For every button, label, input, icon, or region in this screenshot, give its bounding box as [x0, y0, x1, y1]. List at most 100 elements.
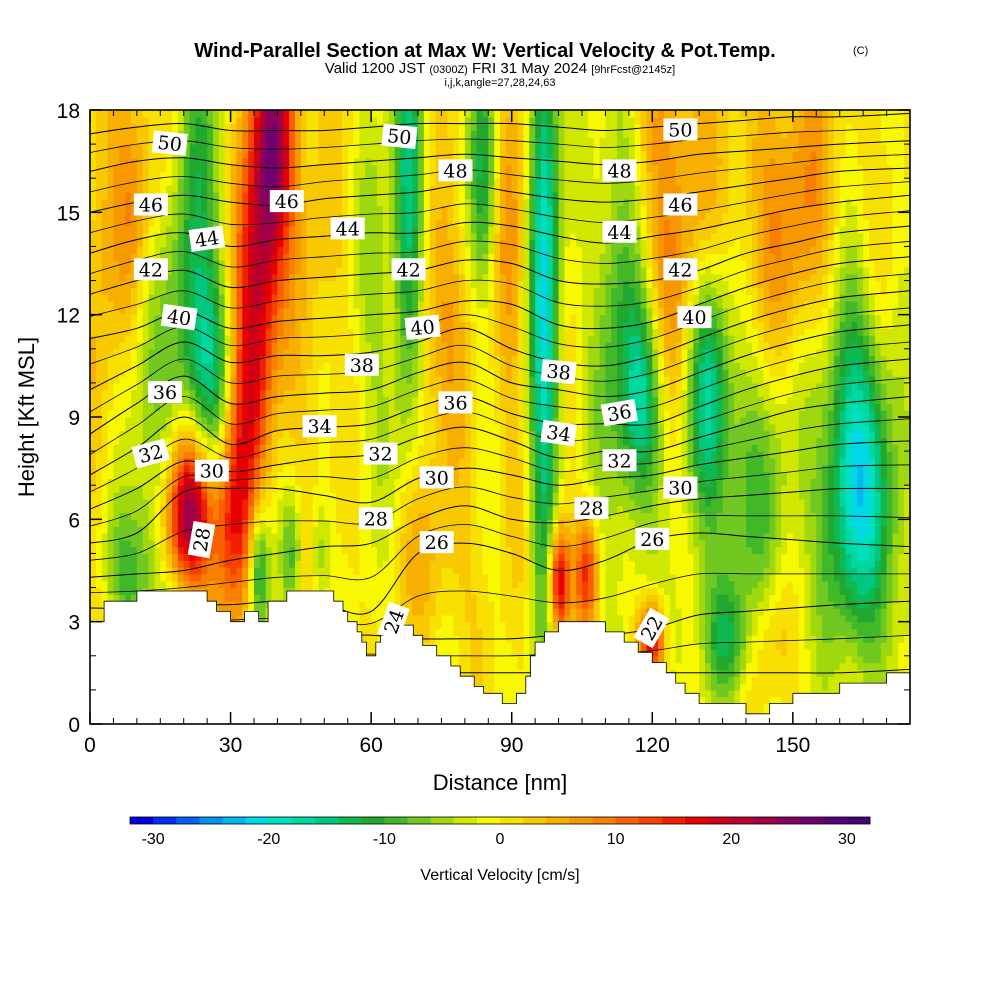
w-cell [804, 532, 812, 541]
w-cell [271, 560, 279, 568]
w-cell [517, 594, 525, 602]
w-cell [254, 505, 261, 514]
w-cell [880, 519, 888, 527]
w-cell [300, 546, 308, 555]
w-cell [693, 642, 700, 650]
w-cell [324, 580, 331, 589]
w-cell [453, 485, 460, 493]
w-cell [488, 539, 495, 548]
w-cell [535, 519, 542, 527]
w-cell [453, 608, 460, 616]
w-cell [136, 567, 144, 575]
w-cell [101, 512, 109, 520]
w-cell [535, 553, 542, 561]
w-cell [681, 519, 689, 527]
w-cell [189, 498, 197, 507]
w-cell [792, 546, 800, 555]
w-cell [517, 614, 525, 623]
w-cell [154, 519, 161, 527]
w-cell [705, 628, 712, 636]
w-cell [218, 512, 226, 520]
w-cell [230, 594, 238, 602]
w-cell [482, 580, 489, 589]
w-cell [839, 621, 847, 630]
w-cell [681, 505, 689, 514]
w-cell [587, 492, 595, 500]
w-cell [757, 560, 765, 568]
w-cell [798, 505, 806, 514]
w-cell [787, 689, 794, 698]
w-cell [324, 532, 331, 541]
w-cell [722, 608, 730, 616]
w-cell [798, 587, 806, 595]
w-cell [687, 621, 694, 630]
w-cell [769, 587, 776, 595]
w-cell [757, 553, 765, 561]
w-cell [218, 532, 226, 541]
w-cell [845, 635, 853, 643]
w-cell [552, 498, 560, 507]
w-cell [728, 696, 735, 705]
w-cell [874, 532, 882, 541]
w-cell [886, 546, 894, 555]
w-cell [734, 676, 741, 684]
w-cell [833, 553, 841, 561]
w-cell [775, 485, 782, 493]
w-cell [769, 614, 776, 623]
w-cell [423, 560, 431, 568]
w-cell [740, 546, 747, 555]
w-cell [95, 492, 103, 500]
w-cell [535, 587, 542, 595]
w-cell [172, 526, 179, 534]
w-cell [664, 642, 671, 650]
w-cell [265, 587, 273, 595]
w-cell [330, 532, 337, 541]
w-cell [570, 478, 577, 486]
w-cell [617, 498, 624, 507]
w-cell [623, 594, 630, 602]
w-cell [347, 505, 355, 514]
w-cell [412, 621, 419, 630]
w-cell [248, 478, 255, 486]
w-cell [224, 594, 232, 602]
w-cell [816, 648, 823, 657]
w-cell [189, 567, 197, 575]
w-cell [183, 539, 191, 548]
w-cell [623, 608, 630, 616]
w-cell [318, 498, 325, 507]
w-cell [371, 621, 378, 630]
w-cell [857, 532, 864, 541]
w-cell [271, 567, 279, 575]
w-cell [757, 546, 765, 555]
w-cell [804, 655, 812, 664]
w-cell [681, 498, 689, 507]
w-cell [248, 519, 255, 527]
w-cell [353, 485, 361, 493]
w-cell [746, 594, 753, 602]
w-cell [136, 532, 144, 541]
w-cell [418, 498, 425, 507]
w-cell [400, 553, 407, 561]
w-cell [464, 573, 472, 582]
w-cell [781, 676, 788, 684]
w-cell [254, 526, 261, 534]
w-cell [388, 526, 396, 534]
w-cell [113, 567, 120, 575]
w-cell [488, 505, 495, 514]
w-cell [863, 485, 870, 493]
w-cell [113, 526, 120, 534]
w-cell [804, 539, 812, 548]
w-cell [341, 573, 349, 582]
w-cell [716, 567, 724, 575]
w-cell [394, 478, 402, 486]
w-cell [710, 594, 718, 602]
w-cell [529, 573, 536, 582]
w-cell [464, 546, 472, 555]
w-cell [248, 492, 255, 500]
w-cell [681, 567, 689, 575]
w-cell [587, 608, 595, 616]
w-cell [874, 648, 882, 657]
w-cell [429, 608, 437, 616]
w-cell [107, 519, 115, 527]
w-cell [189, 573, 197, 582]
